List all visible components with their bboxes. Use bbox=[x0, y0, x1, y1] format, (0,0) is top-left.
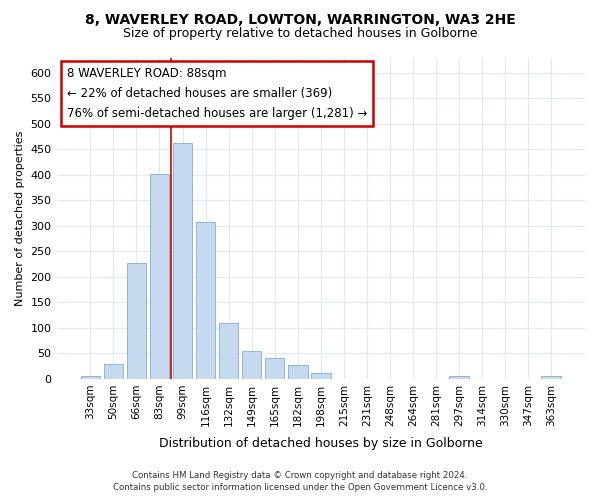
Bar bbox=[288, 364, 308, 379]
Text: 8, WAVERLEY ROAD, LOWTON, WARRINGTON, WA3 2HE: 8, WAVERLEY ROAD, LOWTON, WARRINGTON, WA… bbox=[85, 12, 515, 26]
Y-axis label: Number of detached properties: Number of detached properties bbox=[15, 130, 25, 306]
Bar bbox=[127, 263, 146, 379]
Bar bbox=[149, 174, 169, 379]
Bar bbox=[80, 376, 100, 379]
Text: Size of property relative to detached houses in Golborne: Size of property relative to detached ho… bbox=[123, 28, 477, 40]
Bar bbox=[173, 142, 193, 379]
Text: 8 WAVERLEY ROAD: 88sqm
← 22% of detached houses are smaller (369)
76% of semi-de: 8 WAVERLEY ROAD: 88sqm ← 22% of detached… bbox=[67, 67, 367, 120]
Bar bbox=[541, 376, 561, 379]
Bar bbox=[311, 373, 331, 379]
Bar bbox=[219, 323, 238, 379]
Bar bbox=[265, 358, 284, 379]
Bar bbox=[104, 364, 123, 379]
Text: Contains HM Land Registry data © Crown copyright and database right 2024.
Contai: Contains HM Land Registry data © Crown c… bbox=[113, 471, 487, 492]
Bar bbox=[449, 376, 469, 379]
X-axis label: Distribution of detached houses by size in Golborne: Distribution of detached houses by size … bbox=[159, 437, 482, 450]
Bar bbox=[242, 351, 262, 379]
Bar bbox=[196, 222, 215, 379]
